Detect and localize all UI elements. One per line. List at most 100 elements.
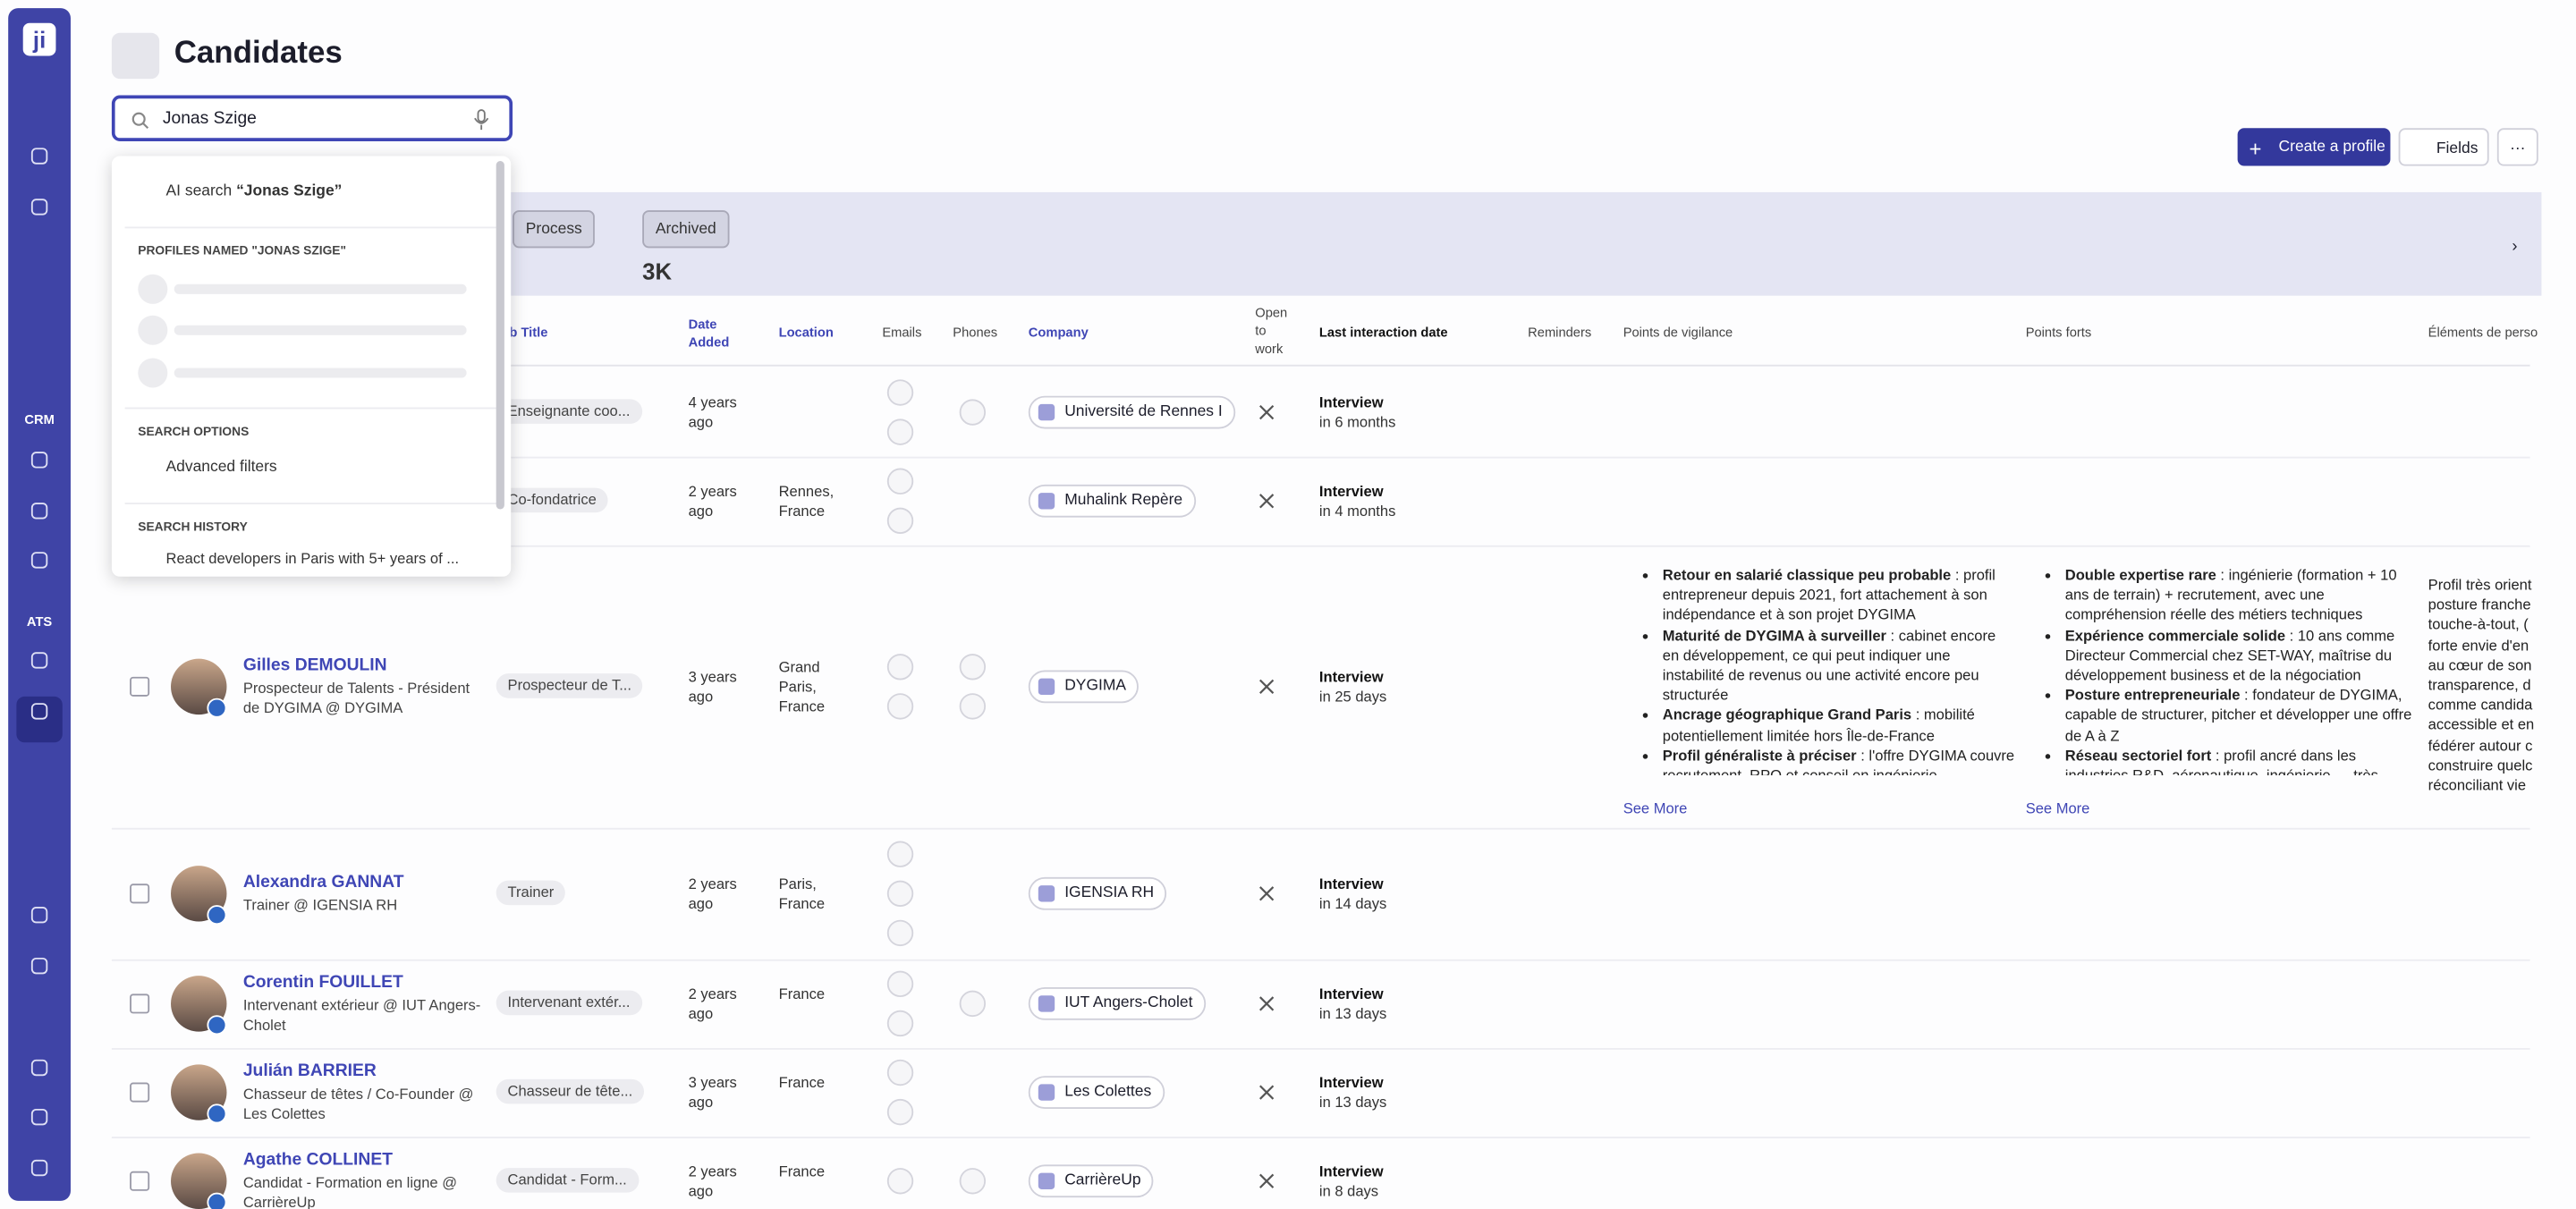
- email-icon[interactable]: [886, 1059, 914, 1086]
- pipeline-banner: Process Archived 3K ›: [111, 191, 2542, 296]
- company-chip[interactable]: IUT Angers-Cholet: [1028, 987, 1207, 1020]
- pipeline-tab[interactable]: Archived: [642, 210, 730, 249]
- history-item[interactable]: React developers in Paris with 5+ years …: [165, 550, 460, 567]
- email-icon[interactable]: [886, 1010, 914, 1037]
- email-icon[interactable]: [886, 468, 914, 495]
- forts-item: Expérience commerciale solide : 10 ans c…: [2065, 625, 2419, 685]
- fields-button[interactable]: Fields: [2398, 128, 2489, 166]
- logo[interactable]: ji: [22, 22, 56, 56]
- column-header[interactable]: Points de vigilance: [1623, 325, 1733, 341]
- nav-icon[interactable]: [30, 957, 48, 975]
- candidate-name[interactable]: Agathe COLLINET: [242, 1149, 393, 1170]
- nav-icon[interactable]: [30, 452, 48, 469]
- ai-search-item[interactable]: AI search “Jonas Szige”: [166, 182, 343, 200]
- table-row[interactable]: Alexandra GANNAT Trainer @ IGENSIA RH Trai…: [111, 828, 2530, 961]
- create-profile-button[interactable]: Create a profile: [2237, 128, 2391, 166]
- nav-icon[interactable]: [30, 552, 48, 569]
- email-icon[interactable]: [886, 693, 914, 720]
- row-checkbox[interactable]: [130, 676, 150, 697]
- table-row[interactable]: Co-fondatrice 2 years ago Rennes, France Mu…: [111, 457, 2530, 547]
- location: France: [778, 1162, 826, 1179]
- nav-icon[interactable]: [30, 703, 48, 720]
- row-checkbox[interactable]: [130, 1082, 150, 1103]
- row-checkbox[interactable]: [130, 993, 150, 1014]
- banner-arrow[interactable]: ›: [2512, 238, 2518, 257]
- nav-icon[interactable]: [30, 1108, 48, 1126]
- email-icon[interactable]: [886, 507, 914, 535]
- column-header[interactable]: Points forts: [2025, 325, 2092, 341]
- email-icon[interactable]: [886, 919, 914, 947]
- perso-line: au cœur de son: [2428, 656, 2532, 673]
- table-row[interactable]: Enseignante coo... 4 years ago Université …: [111, 367, 2530, 459]
- vigilance-text: : cabinet encore en développement, ce qu…: [1662, 627, 1996, 704]
- column-header[interactable]: Company: [1028, 325, 1089, 341]
- table-row[interactable]: Agathe COLLINET Candidat - Formation en l…: [112, 1137, 2530, 1209]
- email-icon[interactable]: [886, 1098, 914, 1126]
- company-chip[interactable]: IGENSIA RH: [1028, 876, 1167, 910]
- phone-icon[interactable]: [959, 990, 987, 1018]
- interaction-when: in 8 days: [1318, 1182, 1379, 1199]
- column-header[interactable]: b Title: [509, 325, 548, 341]
- mic-icon[interactable]: [473, 108, 489, 131]
- candidate-headline: Prospecteur de Talents - Président de DY…: [242, 680, 470, 716]
- more-button[interactable]: ···: [2496, 128, 2538, 166]
- phone-icon[interactable]: [959, 654, 987, 681]
- candidate-name[interactable]: Gilles DEMOULIN: [242, 655, 387, 675]
- vigilance-item: Ancrage géographique Grand Paris : mobil…: [1663, 706, 2016, 746]
- email-icon[interactable]: [886, 654, 914, 681]
- linkedin-badge[interactable]: [207, 1192, 227, 1209]
- nav-icon[interactable]: [30, 503, 48, 520]
- company-chip[interactable]: DYGIMA: [1028, 670, 1140, 704]
- nav-icon[interactable]: [30, 148, 48, 165]
- nav-icon[interactable]: [30, 652, 48, 669]
- table-row[interactable]: Gilles DEMOULIN Prospecteur de Talents - …: [111, 545, 2534, 830]
- phone-icon[interactable]: [959, 693, 987, 720]
- linkedin-badge[interactable]: [207, 1015, 227, 1036]
- linkedin-badge[interactable]: [207, 1103, 227, 1124]
- email-icon[interactable]: [886, 378, 914, 405]
- column-header[interactable]: Last interaction date: [1318, 325, 1448, 341]
- candidate-name[interactable]: Corentin FOUILLET: [242, 972, 403, 993]
- location: France: [778, 1074, 826, 1091]
- forts-text: : fondateur de DYGIMA, capable de struct…: [2064, 687, 2412, 744]
- nav-icon[interactable]: [30, 199, 48, 216]
- linkedin-badge[interactable]: [207, 698, 227, 718]
- see-more-link[interactable]: See More: [2025, 799, 2090, 816]
- company-chip[interactable]: Muhalink Repère: [1028, 484, 1196, 518]
- column-header[interactable]: Éléments de perso: [2428, 325, 2538, 341]
- row-checkbox[interactable]: [130, 1171, 150, 1191]
- company-chip[interactable]: Université de Rennes I: [1028, 394, 1236, 428]
- candidate-name[interactable]: Alexandra GANNAT: [242, 872, 404, 892]
- table-row[interactable]: Julián BARRIER Chasseur de têtes / Co-Fou…: [111, 1048, 2530, 1139]
- company-chip[interactable]: CarrièreUp: [1028, 1164, 1155, 1198]
- email-icon[interactable]: [886, 970, 914, 998]
- nav-icon[interactable]: [30, 1159, 48, 1177]
- column-header[interactable]: Emails: [882, 325, 922, 341]
- email-icon[interactable]: [886, 1168, 914, 1195]
- advanced-filters-item[interactable]: Advanced filters: [165, 458, 277, 477]
- column-header[interactable]: Date Added: [688, 317, 730, 351]
- see-more-link[interactable]: See More: [1623, 799, 1688, 816]
- linkedin-badge[interactable]: [207, 905, 227, 926]
- column-header[interactable]: Location: [778, 325, 834, 341]
- email-icon[interactable]: [886, 841, 914, 867]
- perso-line: réconciliant vie: [2428, 776, 2527, 794]
- nav-icon[interactable]: [30, 907, 48, 924]
- search-input[interactable]: Jonas Szige: [111, 95, 513, 141]
- nav-icon[interactable]: [30, 1059, 48, 1077]
- candidate-name[interactable]: Julián BARRIER: [242, 1061, 377, 1081]
- column-header[interactable]: Phones: [953, 325, 998, 341]
- separator: [124, 407, 498, 410]
- phone-icon[interactable]: [959, 398, 987, 425]
- column-header[interactable]: Open to work: [1255, 305, 1288, 357]
- email-icon[interactable]: [886, 418, 914, 444]
- table-row[interactable]: Corentin FOUILLET Intervenant extérieur @…: [111, 960, 2530, 1050]
- phone-icon[interactable]: [959, 1168, 987, 1195]
- pipeline-tab[interactable]: Process: [513, 210, 596, 249]
- row-checkbox[interactable]: [130, 884, 150, 904]
- column-header[interactable]: Reminders: [1528, 325, 1592, 341]
- email-icon[interactable]: [886, 880, 914, 908]
- perso-line: accessible et en: [2428, 716, 2535, 734]
- company-chip[interactable]: Les Colettes: [1028, 1076, 1165, 1109]
